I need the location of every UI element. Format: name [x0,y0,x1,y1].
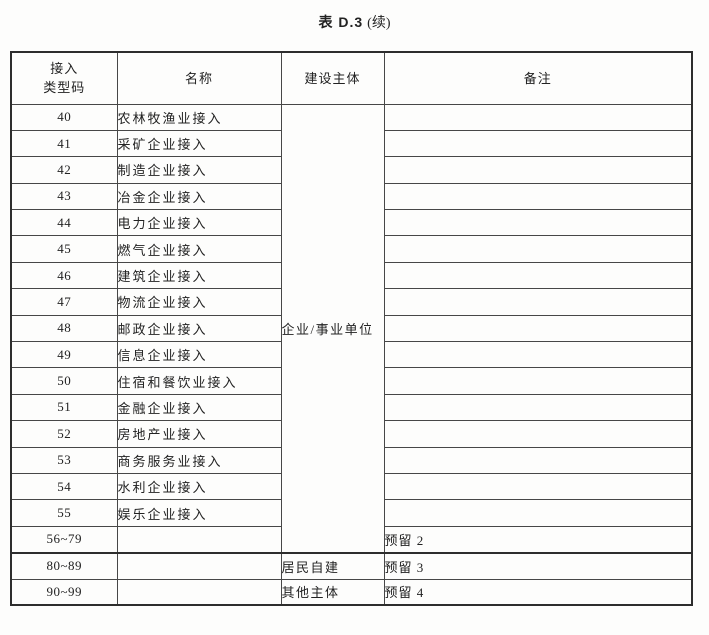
code-cell: 51 [10,393,118,422]
header-code-line2: 类型码 [43,80,86,96]
table-row: 48 邮政企业接入 [10,314,693,343]
note-cell [383,103,693,131]
name-cell: 制造企业接入 [116,156,282,184]
note-cell [383,261,693,290]
code-cell: 44 [10,209,118,237]
note-cell [383,209,693,237]
table-row: 44 电力企业接入 [10,209,693,237]
name-cell: 邮政企业接入 [116,314,282,343]
note-cell [383,367,693,395]
header-row: 接入 类型码 名称 建设主体 备注 [10,51,693,105]
note-cell [383,446,693,474]
note-cell [383,420,693,448]
table-row: 40 农林牧渔业接入 企业/事业单位 [10,103,693,554]
table-row: 55 娱乐企业接入 [10,499,693,527]
code-cell: 47 [10,288,118,316]
table-row: 45 燃气企业接入 [10,235,693,263]
table-row: 42 制造企业接入 [10,156,693,184]
table-row-reserved-2: 56~79 预留 2 [10,525,693,554]
code-cell: 90~99 [10,578,118,606]
table-row: 43 冶金企业接入 [10,182,693,211]
header-cell-note: 备注 [383,51,693,105]
name-cell: 电力企业接入 [116,209,282,237]
note-cell [383,341,693,369]
note-cell [383,156,693,184]
entity-cell-enterprise: 企业/事业单位 [280,103,385,554]
code-cell: 42 [10,156,118,184]
note-cell [383,288,693,316]
name-cell: 住宿和餐饮业接入 [116,367,282,395]
name-cell: 水利企业接入 [116,472,282,501]
name-cell: 娱乐企业接入 [116,499,282,527]
note-cell [383,499,693,527]
code-cell: 41 [10,129,118,158]
header-cell-entity: 建设主体 [280,51,385,105]
table-continued-label: (续) [367,16,391,31]
code-cell: 56~79 [10,525,118,554]
name-cell: 物流企业接入 [116,288,282,316]
name-cell: 燃气企业接入 [116,235,282,263]
code-cell: 80~89 [10,552,118,580]
note-cell [383,129,693,158]
name-cell: 农林牧渔业接入 [116,103,282,131]
table-row-other: 90~99 其他主体 预留 4 [10,578,693,606]
name-cell [116,525,282,554]
table-row: 53 商务服务业接入 [10,446,693,474]
header-code-line1: 接入 [50,61,79,77]
name-cell: 建筑企业接入 [116,261,282,290]
code-cell: 40 [10,103,118,131]
note-cell: 预留 2 [383,525,693,554]
table-row: 47 物流企业接入 [10,288,693,316]
note-cell: 预留 4 [383,578,693,606]
name-cell: 商务服务业接入 [116,446,282,474]
note-cell [383,314,693,343]
code-cell: 52 [10,420,118,448]
name-cell: 采矿企业接入 [116,129,282,158]
access-type-table: 接入 类型码 名称 建设主体 备注 40 农林牧渔业接入 企业/事业单位 41 … [10,51,693,607]
note-cell [383,472,693,501]
code-cell: 43 [10,182,118,211]
page-title: 表 D.3 (续) [0,13,709,33]
code-cell: 46 [10,261,118,290]
code-cell: 45 [10,235,118,263]
name-cell: 房地产业接入 [116,420,282,448]
note-cell [383,235,693,263]
name-cell: 信息企业接入 [116,341,282,369]
header-cell-name: 名称 [116,51,282,105]
code-cell: 54 [10,472,118,501]
code-cell: 50 [10,367,118,395]
code-cell: 53 [10,446,118,474]
table-row-resident: 80~89 居民自建 预留 3 [10,552,693,580]
code-cell: 55 [10,499,118,527]
name-cell [116,552,282,580]
table-number: 表 D.3 [318,14,364,30]
name-cell: 金融企业接入 [116,393,282,422]
header-cell-code: 接入 类型码 [10,51,118,105]
note-cell [383,182,693,211]
table-row: 51 金融企业接入 [10,393,693,422]
name-cell: 冶金企业接入 [116,182,282,211]
code-cell: 48 [10,314,118,343]
note-cell [383,393,693,422]
note-cell: 预留 3 [383,552,693,580]
entity-cell-resident: 居民自建 [280,552,385,580]
entity-cell-other: 其他主体 [280,578,385,606]
name-cell [116,578,282,606]
code-cell: 49 [10,341,118,369]
table-row: 46 建筑企业接入 [10,261,693,290]
